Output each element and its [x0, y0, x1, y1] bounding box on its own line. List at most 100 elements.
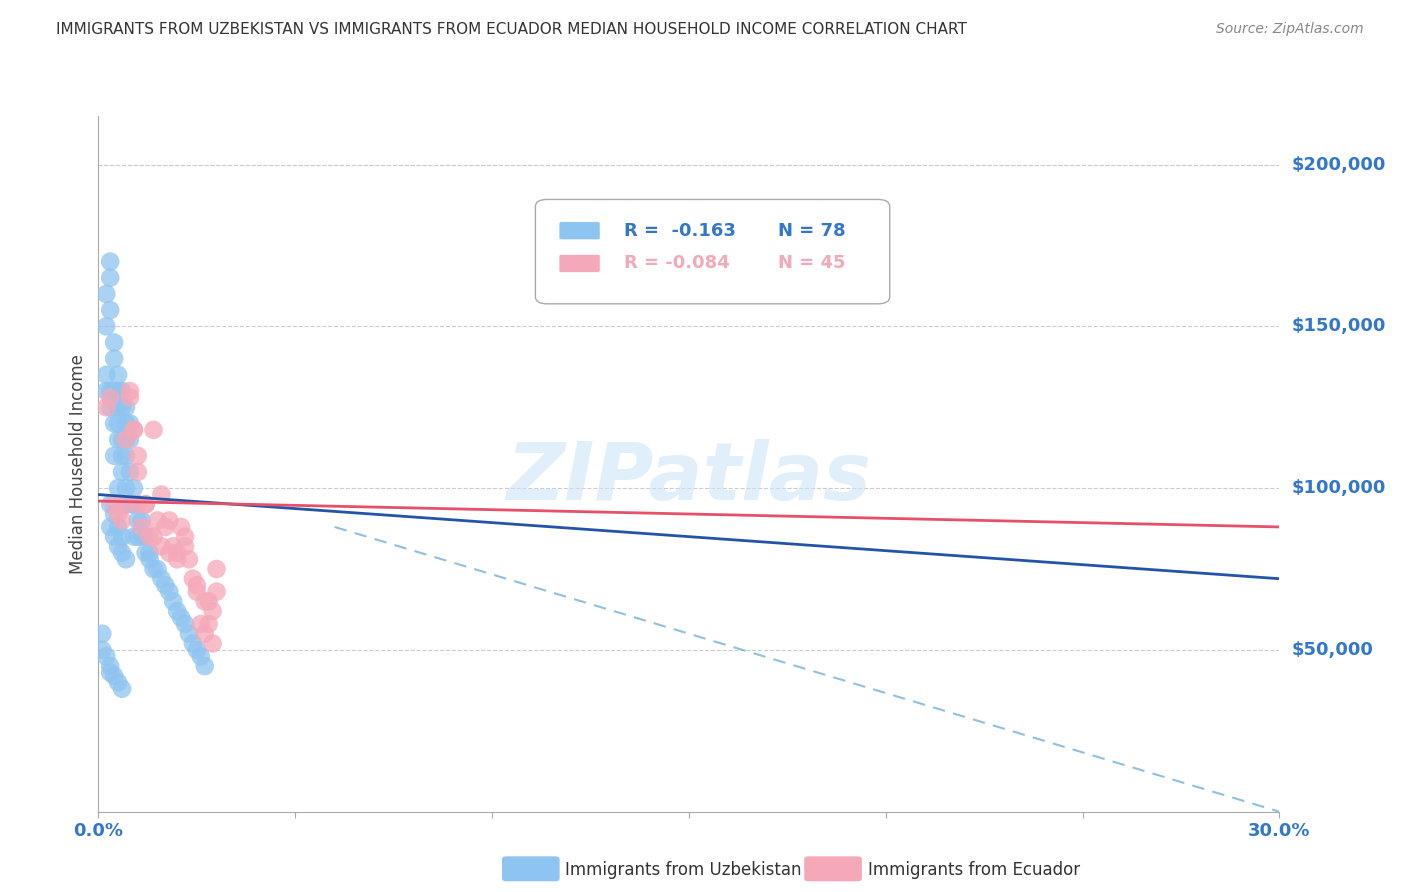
Point	[174, 530, 197, 544]
Y-axis label: Median Household Income: Median Household Income	[69, 354, 87, 574]
Point	[122, 481, 145, 495]
Point	[205, 562, 228, 576]
Point	[98, 659, 121, 673]
Point	[111, 530, 134, 544]
Point	[142, 423, 165, 437]
Text: Immigrants from Uzbekistan: Immigrants from Uzbekistan	[565, 861, 801, 879]
Point	[181, 572, 204, 586]
Point	[118, 384, 141, 398]
Point	[115, 497, 138, 511]
Point	[131, 520, 153, 534]
Point	[146, 562, 169, 576]
Point	[107, 520, 129, 534]
FancyBboxPatch shape	[536, 200, 890, 304]
Point	[107, 507, 129, 521]
Point	[186, 643, 208, 657]
Point	[127, 513, 149, 527]
Point	[107, 401, 129, 415]
Point	[177, 626, 200, 640]
Point	[107, 675, 129, 690]
Point	[146, 513, 169, 527]
Point	[197, 594, 219, 608]
Point	[190, 649, 212, 664]
Point	[115, 401, 138, 415]
Point	[135, 497, 157, 511]
Point	[197, 617, 219, 632]
Point	[98, 270, 121, 285]
Point	[194, 659, 217, 673]
Point	[91, 643, 114, 657]
Point	[103, 530, 125, 544]
Point	[118, 465, 141, 479]
Point	[115, 449, 138, 463]
Point	[118, 417, 141, 431]
Text: N = 78: N = 78	[778, 222, 845, 240]
Point	[96, 319, 118, 334]
Point	[166, 552, 188, 566]
Point	[127, 465, 149, 479]
Point	[107, 417, 129, 431]
Point	[157, 513, 180, 527]
Point	[170, 520, 193, 534]
Point	[186, 578, 208, 592]
Point	[150, 487, 173, 501]
Point	[103, 669, 125, 683]
Point	[103, 351, 125, 366]
Point	[205, 584, 228, 599]
Point	[103, 497, 125, 511]
Point	[91, 626, 114, 640]
Point	[107, 481, 129, 495]
Point	[107, 368, 129, 382]
Point	[107, 433, 129, 447]
Point	[122, 423, 145, 437]
Point	[115, 481, 138, 495]
Text: $100,000: $100,000	[1291, 479, 1386, 497]
Point	[122, 497, 145, 511]
Text: N = 45: N = 45	[778, 254, 845, 272]
Point	[157, 584, 180, 599]
Point	[98, 254, 121, 268]
Point	[111, 401, 134, 415]
Point	[135, 546, 157, 560]
Text: R =  -0.163: R = -0.163	[624, 222, 735, 240]
Point	[96, 401, 118, 415]
Point	[181, 636, 204, 650]
Text: $150,000: $150,000	[1291, 318, 1386, 335]
Point	[98, 665, 121, 680]
Point	[170, 610, 193, 624]
Point	[138, 530, 160, 544]
Point	[118, 433, 141, 447]
FancyBboxPatch shape	[560, 254, 600, 273]
Point	[127, 530, 149, 544]
Point	[135, 497, 157, 511]
Point	[162, 540, 184, 554]
Point	[96, 368, 118, 382]
Point	[155, 520, 177, 534]
Point	[174, 617, 197, 632]
Point	[115, 552, 138, 566]
Point	[111, 384, 134, 398]
Point	[138, 552, 160, 566]
Point	[166, 604, 188, 618]
Point	[138, 546, 160, 560]
Point	[201, 636, 224, 650]
FancyBboxPatch shape	[560, 222, 600, 240]
Text: $200,000: $200,000	[1291, 155, 1386, 174]
Point	[115, 417, 138, 431]
Point	[150, 572, 173, 586]
Point	[103, 417, 125, 431]
Point	[150, 540, 173, 554]
Point	[122, 530, 145, 544]
Text: IMMIGRANTS FROM UZBEKISTAN VS IMMIGRANTS FROM ECUADOR MEDIAN HOUSEHOLD INCOME CO: IMMIGRANTS FROM UZBEKISTAN VS IMMIGRANTS…	[56, 22, 967, 37]
Point	[174, 540, 197, 554]
Point	[157, 546, 180, 560]
Point	[98, 401, 121, 415]
Point	[131, 530, 153, 544]
Point	[98, 303, 121, 318]
Point	[103, 449, 125, 463]
Point	[96, 287, 118, 301]
Point	[190, 617, 212, 632]
Text: R = -0.084: R = -0.084	[624, 254, 730, 272]
Point	[111, 449, 134, 463]
Point	[98, 391, 121, 405]
